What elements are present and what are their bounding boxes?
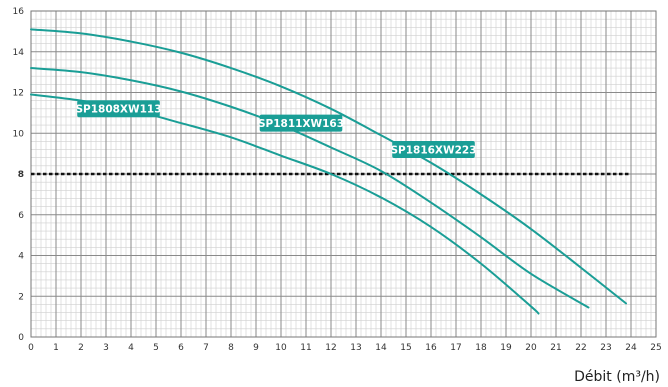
x-tick-label: 2 bbox=[78, 343, 84, 353]
series-label: SP1808XW113 bbox=[75, 104, 161, 116]
x-tick-label: 10 bbox=[275, 343, 287, 353]
x-tick-label: 16 bbox=[425, 343, 437, 353]
x-tick-label: 14 bbox=[375, 343, 387, 353]
x-tick-label: 21 bbox=[550, 343, 561, 353]
series-label-box bbox=[392, 141, 475, 159]
y-tick-label: 8 bbox=[18, 170, 24, 180]
x-tick-label: 22 bbox=[575, 343, 586, 353]
x-tick-label: 20 bbox=[525, 343, 537, 353]
x-tick-label: 3 bbox=[103, 343, 109, 353]
x-tick-label: 1 bbox=[53, 343, 59, 353]
y-tick-label: 0 bbox=[18, 333, 24, 343]
series-label: SP1811XW163 bbox=[258, 118, 344, 130]
x-tick-label: 11 bbox=[300, 343, 311, 353]
y-tick-label: 10 bbox=[13, 129, 25, 139]
x-tick-label: 18 bbox=[475, 343, 487, 353]
y-tick-label: 2 bbox=[18, 292, 24, 302]
y-tick-label: 14 bbox=[13, 48, 25, 58]
x-tick-label: 7 bbox=[203, 343, 209, 353]
y-tick-labels: 0 2 4 6 8 10 12 14 16 bbox=[13, 7, 25, 343]
x-tick-label: 9 bbox=[253, 343, 259, 353]
x-tick-label: 5 bbox=[153, 343, 159, 353]
x-tick-label: 17 bbox=[450, 343, 461, 353]
y-tick-label: 12 bbox=[13, 89, 24, 99]
series-lines bbox=[30, 28, 627, 315]
x-tick-label: 8 bbox=[228, 343, 234, 353]
x-tick-label: 15 bbox=[400, 343, 411, 353]
x-tick-label: 23 bbox=[600, 343, 611, 353]
series-label-box bbox=[259, 114, 343, 132]
series-line-sp1811xw163 bbox=[30, 67, 590, 309]
x-tick-label: 24 bbox=[625, 343, 637, 353]
x-tick-label: 12 bbox=[325, 343, 336, 353]
series-label-box bbox=[77, 100, 160, 118]
x-tick-label: 0 bbox=[28, 343, 34, 353]
y-tick-label: 16 bbox=[13, 7, 25, 17]
x-axis-label: Débit (m³/h) bbox=[574, 369, 660, 385]
x-tick-label: 4 bbox=[128, 343, 134, 353]
x-tick-labels: 0 1 2 3 4 5 6 7 8 9 10 11 12 13 14 15 16 17 18 19 20 21 22 23 24… bbox=[28, 343, 662, 353]
x-tick-label: 6 bbox=[178, 343, 184, 353]
x-tick-label: 13 bbox=[350, 343, 361, 353]
series-labels: SP1808XW113 SP1811XW163 SP1816XW223 bbox=[75, 100, 477, 159]
series-line-sp1816xw223 bbox=[30, 28, 627, 305]
x-tick-label: 19 bbox=[500, 343, 512, 353]
series-label: SP1816XW223 bbox=[390, 144, 476, 156]
y-tick-label: 4 bbox=[18, 252, 24, 262]
x-tick-label: 25 bbox=[650, 343, 661, 353]
y-tick-label: 6 bbox=[18, 211, 24, 221]
